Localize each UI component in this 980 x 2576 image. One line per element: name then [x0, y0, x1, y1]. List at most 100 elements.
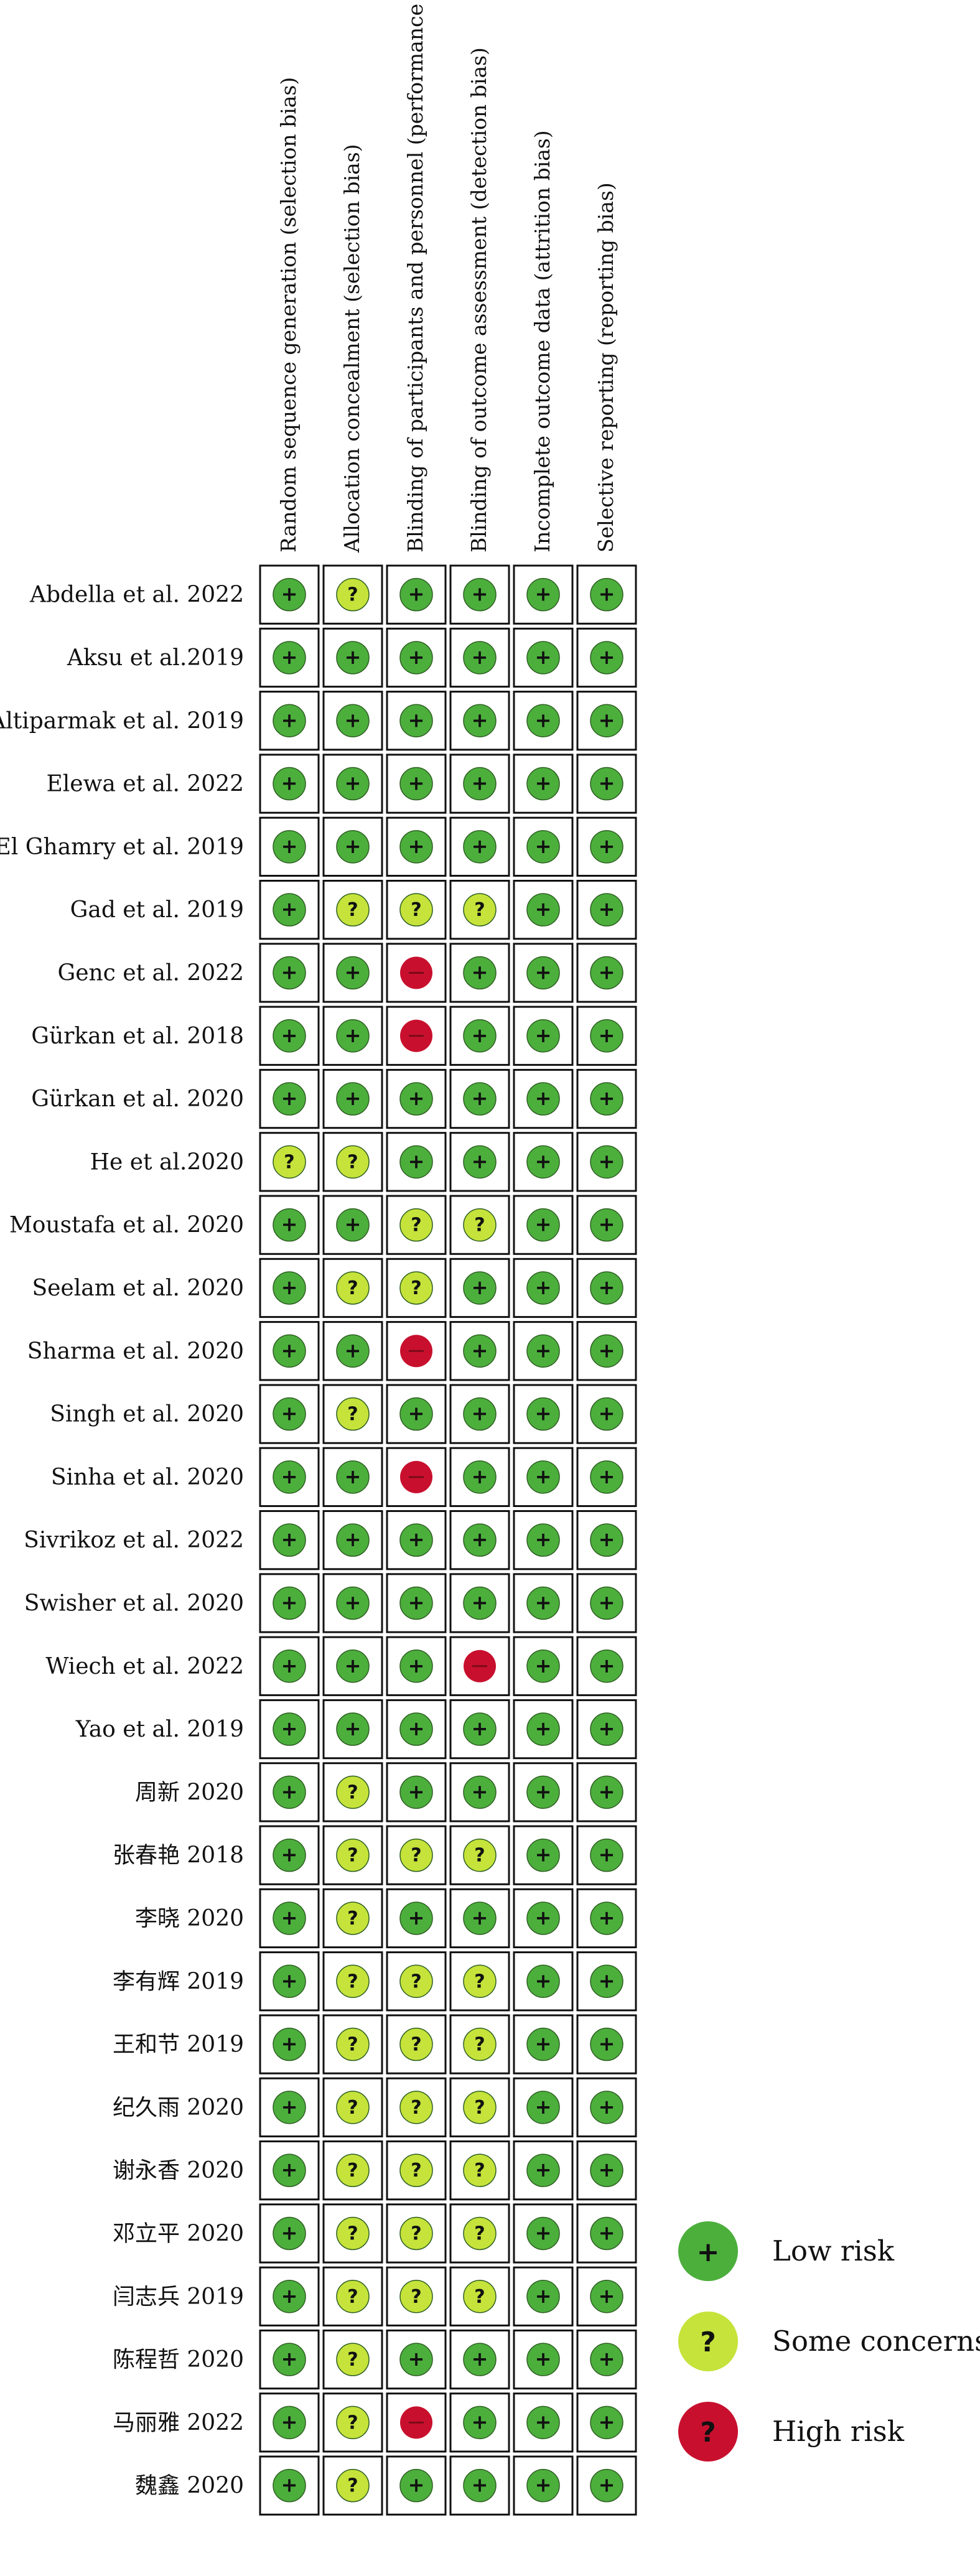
rating-low-symbol: +: [535, 1717, 552, 1740]
rating-low-mark: [399, 830, 433, 864]
rating-low-mark: [399, 1145, 433, 1179]
rating-low-mark: [463, 1271, 497, 1305]
rating-low-mark: [526, 1650, 560, 1683]
rating-low-mark: [526, 956, 560, 990]
rating-low-symbol: +: [345, 645, 362, 669]
rating-low-mark: [399, 2468, 433, 2503]
study-label: 纪久雨 2020: [113, 2095, 244, 2121]
rating-low-symbol: +: [535, 1528, 552, 1551]
rating-low-symbol: +: [472, 1528, 488, 1551]
rating-some-symbol: ?: [411, 899, 421, 921]
rating-low-mark: [463, 2468, 497, 2503]
rating-some-symbol: ?: [347, 2286, 358, 2308]
rating-low-mark: [526, 2154, 560, 2187]
rating-low-symbol: +: [535, 960, 552, 984]
rating-some-symbol: ?: [347, 2097, 358, 2119]
rating-low-symbol: +: [281, 2095, 298, 2119]
rating-low-mark: [463, 2343, 497, 2376]
rating-low-symbol: +: [599, 645, 615, 669]
rating-low-mark: [526, 1019, 560, 1053]
rating-low-mark: [526, 1082, 560, 1116]
rating-low-symbol: +: [281, 897, 298, 921]
study-label: Sinha et al. 2020: [51, 1465, 244, 1490]
rating-low-symbol: +: [599, 1590, 615, 1614]
rating-low-symbol: +: [599, 1528, 615, 1551]
rating-low-symbol: +: [345, 1024, 362, 1047]
rating-low-symbol: +: [599, 772, 615, 795]
rating-low-symbol: +: [345, 1213, 362, 1236]
rating-low-mark: [526, 830, 560, 864]
rating-some-symbol: ?: [411, 2034, 421, 2056]
legend-label: High risk: [772, 2415, 905, 2448]
rating-low-mark: [399, 1712, 433, 1746]
rating-some-mark: [399, 1838, 433, 1872]
rating-low-mark: [399, 1523, 433, 1557]
rating-low-mark: [590, 1712, 623, 1746]
rating-low-mark: [336, 1650, 370, 1683]
rating-low-mark: [273, 830, 306, 864]
rating-low-mark: [273, 767, 306, 801]
rating-low-mark: [526, 1271, 560, 1305]
rating-low-symbol: +: [281, 645, 298, 669]
rating-low-symbol: +: [599, 2158, 615, 2182]
study-label: Gürkan et al. 2020: [31, 1086, 244, 1112]
study-label: 周新 2020: [135, 1780, 244, 1805]
rating-some-symbol: ?: [474, 1971, 485, 1992]
rating-low-mark: [590, 1019, 623, 1053]
study-label: Swisher et al. 2020: [24, 1590, 244, 1616]
rating-low-symbol: +: [535, 1086, 552, 1110]
rating-low-mark: [590, 704, 623, 737]
rating-some-mark: [336, 577, 370, 612]
rating-low-symbol: +: [472, 772, 488, 795]
rating-low-symbol: +: [281, 2158, 298, 2182]
rating-some-symbol: ?: [411, 1277, 421, 1299]
rating-some-symbol: ?: [347, 1908, 358, 1930]
rating-low-symbol: +: [535, 645, 552, 669]
study-label: 邓立平 2020: [113, 2221, 244, 2246]
rating-low-mark: [526, 1712, 560, 1746]
rating-low-mark: [336, 1523, 370, 1557]
rating-low-symbol: +: [472, 1465, 488, 1488]
rating-low-symbol: +: [345, 1590, 362, 1614]
rating-low-symbol: +: [345, 1528, 362, 1551]
rating-low-mark: [526, 1586, 560, 1620]
study-label: 李晓 2020: [135, 1906, 244, 1931]
rating-low-symbol: +: [599, 2032, 615, 2056]
rating-low-symbol: +: [408, 708, 425, 732]
rating-low-symbol: +: [599, 897, 615, 921]
rating-low-mark: [590, 1397, 623, 1431]
rating-low-mark: [590, 577, 623, 612]
grid-cell: [386, 1006, 447, 1066]
rating-low-symbol: +: [599, 2347, 615, 2371]
column-label: Random sequence generation (selection bi…: [276, 77, 301, 553]
rating-some-mark: [336, 1775, 370, 1809]
grid-cell: [322, 1699, 383, 1760]
rating-low-symbol: +: [281, 2221, 298, 2244]
rating-low-symbol: +: [281, 1465, 298, 1488]
rating-some-symbol: ?: [284, 1151, 294, 1173]
rating-low-mark: [526, 1334, 560, 1368]
study-label: 马丽雅 2022: [113, 2410, 244, 2435]
rating-low-symbol: +: [535, 1149, 552, 1173]
study-label: Altiparmak et al. 2019: [0, 708, 244, 734]
rating-low-symbol: +: [599, 582, 615, 606]
rating-low-symbol: +: [535, 772, 552, 795]
rating-low-symbol: +: [535, 708, 552, 732]
column-label: Blinding of outcome assessment (detectio…: [467, 47, 491, 553]
rating-low-mark: [463, 1397, 497, 1431]
rating-low-mark: [590, 893, 623, 926]
rating-low-mark: [273, 1334, 306, 1368]
rating-some-symbol: ?: [347, 2034, 358, 2056]
grid-cell: [449, 754, 510, 814]
row-labels: Abdella et al. 2022 Aksu et al.2019 Altipa…: [0, 582, 244, 2499]
rating-low-mark: [526, 1964, 560, 1998]
rating-low-mark: [273, 704, 306, 737]
rating-low-symbol: +: [535, 1465, 552, 1488]
rating-low-mark: [590, 1650, 623, 1683]
rating-low-symbol: +: [281, 960, 298, 984]
rating-low-symbol: +: [281, 2032, 298, 2056]
legend-label: Low risk: [772, 2234, 895, 2267]
rating-low-symbol: +: [345, 1717, 362, 1740]
rating-low-symbol: +: [472, 1590, 488, 1614]
rating-low-mark: [526, 1838, 560, 1872]
